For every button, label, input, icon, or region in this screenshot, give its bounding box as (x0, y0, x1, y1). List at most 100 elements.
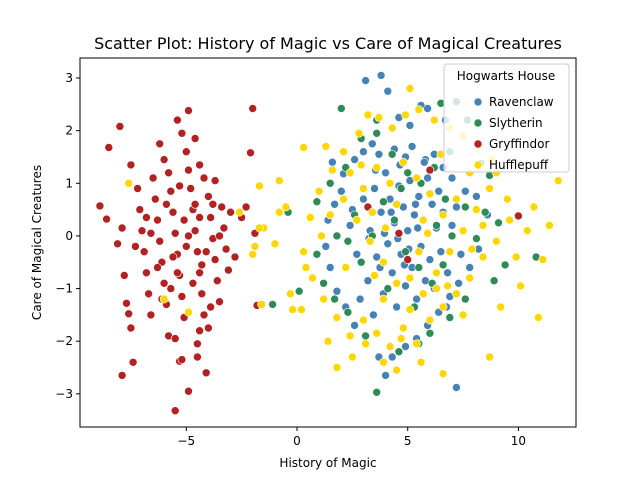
y-tick-label: −3 (55, 387, 73, 401)
point-slytherin-21 (330, 294, 339, 304)
plot-frame (79, 57, 577, 428)
point-ravenclaw-22 (472, 192, 481, 201)
point-hufflepuff-106 (414, 247, 424, 256)
point-ravenclaw-83 (456, 250, 466, 259)
point-ravenclaw-36 (350, 321, 359, 330)
point-hufflepuff-24 (545, 221, 554, 230)
point-slytherin-31 (372, 129, 382, 138)
point-slytherin-8 (480, 207, 490, 217)
point-gryffindor-103 (514, 211, 523, 221)
point-slytherin-43 (379, 197, 388, 206)
point-gryffindor-84 (153, 263, 162, 272)
point-gryffindor-19 (146, 310, 156, 320)
point-ravenclaw-16 (407, 142, 417, 151)
point-slytherin-22 (319, 278, 328, 288)
point-ravenclaw-49 (370, 184, 379, 193)
point-hufflepuff-37 (374, 113, 384, 122)
point-gryffindor-76 (230, 252, 240, 262)
point-gryffindor-14 (135, 205, 145, 214)
point-hufflepuff-20 (496, 302, 506, 312)
point-gryffindor-36 (177, 292, 187, 301)
y-tick-label: −2 (55, 334, 73, 348)
point-hufflepuff-108 (370, 271, 379, 280)
point-hufflepuff-68 (392, 278, 401, 288)
point-ravenclaw-31 (401, 342, 410, 351)
point-gryffindor-62 (204, 192, 213, 201)
point-slytherin-40 (414, 263, 424, 272)
point-ravenclaw-26 (454, 278, 463, 288)
point-gryffindor-21 (151, 194, 160, 204)
point-gryffindor-17 (142, 268, 151, 278)
point-ravenclaw-62 (401, 281, 410, 291)
point-slytherin-52 (332, 231, 342, 241)
point-gryffindor-11 (115, 122, 125, 131)
point-hufflepuff-50 (372, 328, 382, 338)
point-hufflepuff-27 (503, 194, 512, 204)
point-hufflepuff-97 (274, 207, 284, 217)
point-hufflepuff-101 (159, 294, 169, 304)
point-slytherin-50 (460, 202, 470, 212)
point-hufflepuff-74 (345, 168, 355, 178)
point-ravenclaw-88 (413, 223, 423, 233)
point-gryffindor-47 (186, 184, 195, 193)
x-axis-ticks: −5 0 5 10 (177, 427, 526, 448)
point-ravenclaw-84 (369, 310, 378, 320)
point-slytherin-9 (494, 218, 503, 228)
point-gryffindor-22 (153, 215, 162, 225)
point-gryffindor-63 (206, 213, 215, 222)
point-slytherin-33 (403, 168, 413, 178)
legend-marker-slytherin (473, 118, 483, 128)
point-hufflepuff-19 (485, 352, 494, 362)
point-hufflepuff-90 (458, 310, 468, 320)
point-gryffindor-28 (155, 139, 164, 149)
point-ravenclaw-8 (328, 157, 337, 167)
point-slytherin-37 (447, 231, 457, 241)
point-hufflepuff-4 (274, 176, 284, 185)
point-ravenclaw-56 (387, 268, 397, 278)
point-gryffindor-101 (173, 268, 182, 278)
point-gryffindor-72 (219, 223, 229, 233)
point-gryffindor-96 (166, 284, 176, 293)
point-ravenclaw-81 (447, 221, 457, 230)
point-gryffindor-12 (126, 160, 136, 170)
point-ravenclaw-82 (452, 202, 461, 212)
point-hufflepuff-39 (354, 129, 364, 138)
legend-marker-gryffindor (473, 139, 483, 149)
point-hufflepuff-96 (257, 300, 266, 309)
point-hufflepuff-87 (379, 294, 388, 304)
point-ravenclaw-68 (414, 192, 424, 201)
point-ravenclaw-42 (330, 200, 339, 209)
point-hufflepuff-48 (345, 331, 355, 341)
point-hufflepuff-40 (339, 147, 348, 156)
point-ravenclaw-73 (425, 255, 435, 264)
point-hufflepuff-17 (416, 357, 426, 367)
point-slytherin-11 (500, 260, 510, 270)
point-hufflepuff-88 (405, 273, 415, 283)
point-hufflepuff-11 (323, 336, 333, 346)
point-hufflepuff-1 (321, 142, 331, 151)
point-slytherin-41 (401, 247, 410, 256)
point-hufflepuff-93 (301, 263, 311, 272)
point-gryffindor-7 (124, 309, 133, 319)
point-hufflepuff-14 (361, 339, 370, 349)
point-ravenclaw-12 (367, 139, 377, 149)
point-gryffindor-68 (206, 302, 215, 312)
point-gryffindor-25 (159, 278, 169, 288)
point-hufflepuff-95 (522, 226, 532, 235)
point-gryffindor-93 (215, 231, 224, 241)
point-gryffindor-33 (170, 229, 180, 238)
point-gryffindor-73 (221, 244, 231, 254)
point-hufflepuff-51 (385, 342, 395, 351)
point-ravenclaw-25 (465, 263, 475, 272)
point-gryffindor-6 (122, 298, 131, 308)
point-hufflepuff-79 (412, 173, 421, 183)
point-ravenclaw-80 (443, 268, 452, 278)
point-gryffindor-44 (177, 129, 187, 138)
point-hufflepuff-38 (363, 110, 373, 120)
point-gryffindor-74 (224, 265, 233, 275)
point-gryffindor-56 (193, 352, 202, 362)
point-slytherin-26 (294, 286, 304, 296)
point-gryffindor-71 (217, 202, 226, 212)
point-gryffindor-49 (190, 226, 200, 235)
point-hufflepuff-85 (418, 215, 428, 225)
